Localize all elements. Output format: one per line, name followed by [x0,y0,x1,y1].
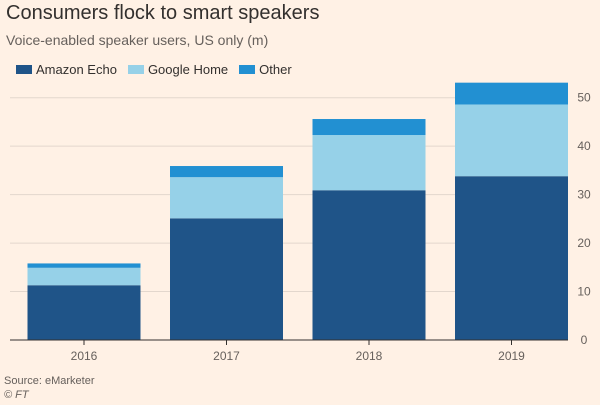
y-tick-label-50: 50 [577,91,591,105]
y-tick-label-30: 30 [577,188,591,202]
legend-swatch-amazon-echo [16,65,32,74]
legend-label-other: Other [259,62,292,77]
legend-swatch-google-home [127,65,144,74]
source-note: Source: eMarketer [4,375,95,387]
bar-other-2017 [170,166,283,178]
bar-google-home-2019 [455,104,568,177]
chart-subtitle: Voice-enabled speaker users, US only (m) [6,32,269,48]
bars [27,82,568,340]
bar-other-2018 [312,119,426,136]
legend-item-google-home: Google Home [127,62,229,77]
bar-google-home-2018 [312,135,426,191]
bar-google-home-2016 [27,267,141,286]
bar-other-2016 [27,263,141,268]
bar-amazon-echo-2018 [312,190,426,340]
legend-label-google-home: Google Home [147,62,229,77]
ft-credit: © FT [4,389,29,401]
axes: 0 10 20 30 40 50 2016 2017 2018 2019 [10,91,591,363]
bar-amazon-echo-2016 [27,285,141,340]
legend-label-amazon-echo: Amazon Echo [36,62,117,77]
legend-item-other: Other [239,62,292,77]
y-tick-label-20: 20 [577,236,591,250]
legend-item-amazon-echo: Amazon Echo [16,62,117,77]
y-tick-label-40: 40 [577,139,591,153]
x-tick-label-2018: 2018 [356,349,383,363]
bar-amazon-echo-2017 [170,218,283,340]
x-tick-label-2017: 2017 [213,349,240,363]
bar-other-2019 [455,82,568,105]
bar-google-home-2017 [170,177,283,219]
x-tick-label-2019: 2019 [498,349,525,363]
bar-amazon-echo-2019 [455,176,568,340]
chart-title: Consumers flock to smart speakers [6,2,320,24]
x-tick-label-2016: 2016 [71,349,98,363]
y-tick-label-10: 10 [577,285,591,299]
chart-legend: Amazon Echo Google Home Other [16,62,303,77]
legend-swatch-other [239,65,256,74]
y-tick-label-0: 0 [581,333,588,347]
